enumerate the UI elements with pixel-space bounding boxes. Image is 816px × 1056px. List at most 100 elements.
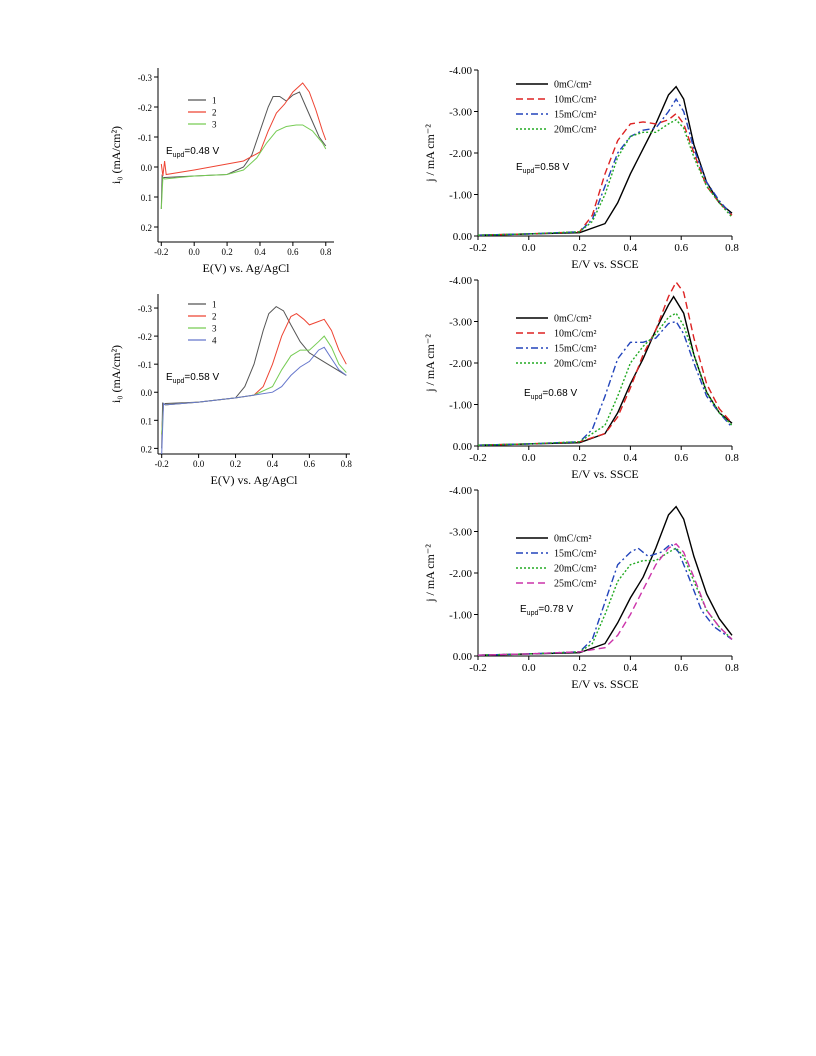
c5-series-line-3 — [477, 547, 733, 656]
c4-y-tick-label: -1.00 — [449, 400, 472, 412]
c4-annotation: Eupd=0.68 V — [524, 388, 577, 401]
c2-y-tick-label: -0.3 — [138, 304, 153, 314]
c5-x-tick-label: 0.0 — [522, 662, 536, 674]
c4-legend-label-2: 10mC/cm² — [554, 329, 596, 340]
c3-series-line-1 — [477, 85, 733, 236]
c3-y-tick-label: -2.00 — [449, 148, 472, 160]
c4-series-line-3 — [477, 320, 733, 446]
c2-x-tick-label: 0.4 — [267, 459, 279, 469]
c3-x-tick-label: 0.2 — [573, 242, 587, 254]
c1-y-tick-label: 0.1 — [141, 193, 152, 203]
c4-x-tick-label: -0.2 — [469, 452, 486, 464]
c4-y-tick-label: 0.00 — [453, 441, 473, 453]
c5-legend-label-3: 20mC/cm² — [554, 564, 596, 575]
c2-x-tick-label: 0.2 — [230, 459, 241, 469]
c3-y-tick-label: -1.00 — [449, 190, 472, 202]
c4-y-tick-label: -4.00 — [449, 275, 472, 287]
c3-legend-label-3: 15mC/cm² — [554, 110, 596, 121]
c1-legend-label-1: 1 — [212, 96, 217, 106]
c3-y-tick-label: -3.00 — [449, 107, 472, 119]
c3-series-line-4 — [477, 118, 733, 236]
c4-x-tick-label: 0.2 — [573, 452, 587, 464]
c3-x-axis-label: E/V vs. SSCE — [571, 257, 638, 271]
chart-upd-058-ssce: -0.2 0.0 0.2 0.4 0.6 0.8 0.00 -1.00 -2.00 -3.00 -4… — [423, 65, 739, 271]
c5-x-tick-label: 0.2 — [573, 662, 587, 674]
c1-x-tick-label: 0.6 — [287, 247, 299, 257]
c3-x-tick-label: 0.4 — [624, 242, 638, 254]
c1-series-line-2 — [160, 82, 327, 177]
c2-x-tick-label: 0.0 — [193, 459, 205, 469]
c2-annotation: Eupd=0.58 V — [166, 372, 219, 385]
c1-x-tick-label: 0.8 — [320, 247, 332, 257]
c5-y-tick-label: -1.00 — [449, 610, 472, 622]
c1-y-tick-label: -0.2 — [138, 103, 152, 113]
c4-series-line-2 — [477, 280, 733, 446]
c5-y-tick-label: -4.00 — [449, 485, 472, 497]
c5-y-tick-label: -3.00 — [449, 527, 472, 539]
c4-y-tick-label: -3.00 — [449, 317, 472, 329]
c1-y-tick-label: -0.1 — [138, 133, 152, 143]
c4-x-tick-label: 0.0 — [522, 452, 536, 464]
c4-x-tick-label: 0.6 — [674, 452, 688, 464]
c4-x-tick-label: 0.8 — [725, 452, 739, 464]
c3-x-tick-label: -0.2 — [469, 242, 486, 254]
c2-y-tick-label: 0.1 — [141, 416, 152, 426]
c5-legend-label-1: 0mC/cm² — [554, 534, 591, 545]
c3-x-tick-label: 0.8 — [725, 242, 739, 254]
c4-legend-label-3: 15mC/cm² — [554, 344, 596, 355]
c3-legend-label-4: 20mC/cm² — [554, 125, 596, 136]
c5-x-tick-label: 0.6 — [674, 662, 688, 674]
chart-upd-048: -0.2 0.0 0.2 0.4 0.6 0.8 -0.3 -0.2 -0.1 0.0 0.1 0.2… — [109, 68, 334, 275]
c1-series-line-3 — [160, 124, 327, 210]
c4-y-axis-label: j / mA cm⁻² — [423, 334, 437, 393]
c2-legend-label-2: 2 — [212, 312, 217, 322]
c2-y-axis-label: i₀ (mA/cm²) — [109, 345, 123, 403]
c2-y-tick-label: 0.2 — [141, 444, 152, 454]
c2-series-line-4 — [161, 346, 347, 455]
c5-legend-label-4: 25mC/cm² — [554, 579, 596, 590]
c1-annotation: Eupd=0.48 V — [166, 146, 219, 159]
c4-legend-label-4: 20mC/cm² — [554, 359, 596, 370]
c1-x-tick-label: 0.2 — [221, 247, 232, 257]
c3-annotation: Eupd=0.58 V — [516, 162, 569, 175]
c1-x-tick-label: 0.0 — [189, 247, 201, 257]
chart-upd-068-ssce: -0.2 0.0 0.2 0.4 0.6 0.8 0.00 -1.00 -2.00 -3.00 -4… — [423, 275, 739, 481]
c4-series-line-4 — [477, 312, 733, 446]
c3-y-tick-label: 0.00 — [453, 231, 473, 243]
c4-x-tick-label: 0.4 — [624, 452, 638, 464]
c5-y-axis-label: j / mA cm⁻² — [423, 544, 437, 603]
c4-x-axis-label: E/V vs. SSCE — [571, 467, 638, 481]
c5-x-tick-label: 0.8 — [725, 662, 739, 674]
c2-x-axis-label: E(V) vs. Ag/AgCl — [211, 473, 299, 487]
c3-legend-label-1: 0mC/cm² — [554, 80, 591, 91]
c3-x-tick-label: 0.6 — [674, 242, 688, 254]
c4-series-line-1 — [477, 295, 733, 446]
c3-series-line-3 — [477, 97, 733, 236]
c5-x-tick-label: -0.2 — [469, 662, 486, 674]
c2-series-line-1 — [161, 305, 347, 449]
c2-x-tick-label: 0.6 — [304, 459, 316, 469]
c1-x-axis-label: E(V) vs. Ag/AgCl — [203, 261, 291, 275]
c1-series-line-1 — [160, 91, 327, 210]
chart-upd-078-ssce: -0.2 0.0 0.2 0.4 0.6 0.8 0.00 -1.00 -2.00 -3.00 -4… — [423, 485, 739, 691]
c5-y-tick-label: -2.00 — [449, 568, 472, 580]
c5-series-line-2 — [477, 542, 733, 656]
c3-y-tick-label: -4.00 — [449, 65, 472, 77]
c2-x-tick-label: -0.2 — [155, 459, 169, 469]
c2-y-tick-label: 0.0 — [141, 388, 153, 398]
c2-x-tick-label: 0.8 — [341, 459, 353, 469]
c1-y-tick-label: 0.0 — [141, 163, 153, 173]
c3-series-line-2 — [477, 112, 733, 236]
c2-legend-label-3: 3 — [212, 324, 217, 334]
c3-legend-label-2: 10mC/cm² — [554, 95, 596, 106]
c2-legend-label-1: 1 — [212, 300, 217, 310]
c2-legend-label-4: 4 — [212, 336, 217, 346]
c3-y-axis-label: j / mA cm⁻² — [423, 124, 437, 183]
c5-series-line-1 — [477, 505, 733, 656]
c2-y-tick-label: -0.2 — [138, 332, 152, 342]
c5-x-axis-label: E/V vs. SSCE — [571, 677, 638, 691]
c1-x-tick-label: 0.4 — [254, 247, 266, 257]
chart-upd-058-agcl: -0.2 0.0 0.2 0.4 0.6 0.8 -0.3 -0.2 -0.1 0.0 0.1 0.2… — [109, 294, 353, 487]
c1-legend-label-2: 2 — [212, 108, 217, 118]
c5-x-tick-label: 0.4 — [624, 662, 638, 674]
